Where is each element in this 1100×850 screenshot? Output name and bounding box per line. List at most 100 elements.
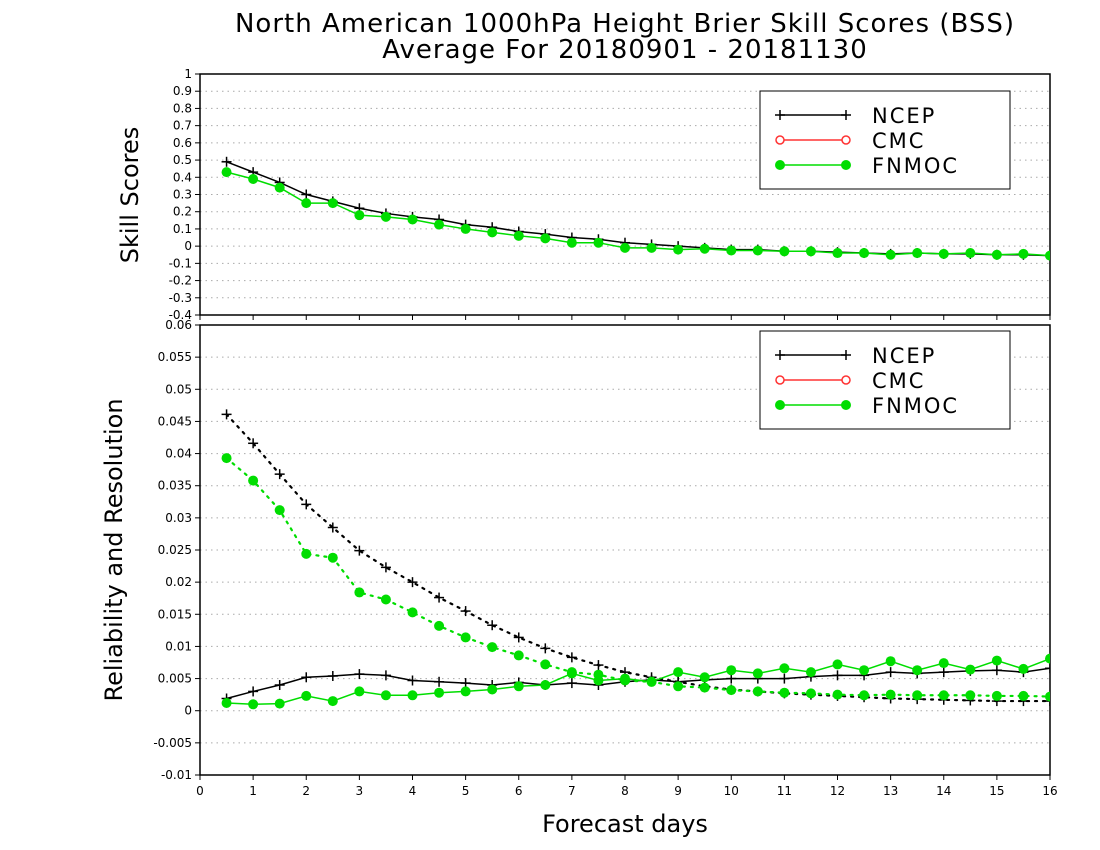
data-point (301, 198, 312, 209)
data-point (620, 675, 630, 686)
legend-label: FNMOC (872, 394, 959, 418)
data-point (434, 219, 445, 230)
data-point (327, 198, 338, 209)
data-point (726, 245, 737, 256)
data-point (699, 243, 710, 254)
data-point (832, 689, 843, 700)
data-point (620, 242, 630, 253)
data-point (885, 667, 896, 678)
data-point (248, 686, 259, 697)
y-tick-label: 0.035 (158, 479, 192, 493)
x-tick-label: 0 (196, 784, 204, 798)
data-point (779, 663, 790, 674)
data-point (380, 690, 391, 701)
data-point (274, 469, 285, 480)
data-point (965, 248, 976, 259)
chart-title-line2: Average For 20180901 - 20181130 (382, 35, 868, 65)
series-line (226, 667, 1050, 700)
data-point (487, 684, 498, 695)
y-tick-label: 1 (184, 67, 192, 81)
y-tick-label: -0.1 (169, 256, 192, 270)
data-point (752, 245, 763, 256)
data-point (1018, 663, 1029, 674)
data-point (673, 244, 684, 255)
legend-marker (775, 400, 785, 410)
data-point (593, 669, 604, 680)
data-point (938, 667, 949, 678)
y-tick-label: 0.8 (173, 101, 192, 115)
data-point (991, 655, 1002, 666)
legend-marker (841, 375, 851, 385)
legend-entry-fnmoc: FNMOC (775, 394, 959, 418)
data-point (779, 673, 790, 684)
data-point (859, 665, 870, 676)
data-point (248, 475, 259, 486)
data-point (805, 246, 816, 257)
legend-marker (841, 350, 851, 360)
y-axis-label: Reliability and Resolution (100, 398, 128, 701)
y-tick-label: 0.005 (158, 672, 192, 686)
series-line (225, 456, 1050, 698)
x-tick-label: 16 (1042, 784, 1057, 798)
data-point (301, 189, 312, 200)
x-tick-label: 10 (724, 784, 739, 798)
series-fnmoc-solid (221, 653, 1050, 710)
data-point (540, 659, 551, 670)
legend-label: CMC (872, 369, 925, 393)
data-point (593, 660, 604, 671)
data-point (407, 214, 418, 225)
data-point (885, 249, 896, 260)
data-point (221, 167, 232, 178)
data-point (779, 687, 790, 698)
data-point (912, 690, 923, 701)
x-tick-label: 13 (883, 784, 898, 798)
data-point (885, 689, 896, 700)
y-tick-label: 0.06 (165, 318, 192, 332)
data-point (301, 690, 312, 701)
data-point (965, 664, 976, 675)
x-tick-label: 6 (515, 784, 523, 798)
data-point (912, 665, 923, 676)
data-point (380, 211, 391, 222)
x-tick-label: 12 (830, 784, 845, 798)
data-point (832, 248, 843, 259)
data-point (673, 681, 684, 692)
data-point (991, 249, 1002, 260)
data-point (699, 672, 710, 683)
data-point (354, 210, 365, 221)
series-fnmoc-solid (221, 167, 1050, 261)
plot-frame (199, 73, 1051, 316)
data-point (460, 606, 471, 617)
y-tick-label: 0.3 (173, 188, 192, 202)
data-point (752, 686, 763, 697)
data-point (248, 699, 259, 710)
y-tick-label: 0.04 (165, 447, 192, 461)
data-point (274, 182, 285, 193)
x-axis-label: Forecast days (542, 810, 708, 838)
y-tick-label: 0.5 (173, 153, 192, 167)
y-tick-label: 0.4 (173, 170, 192, 184)
y-tick-label: 0.02 (165, 575, 192, 589)
data-point (832, 659, 843, 670)
data-point (566, 678, 577, 689)
data-point (673, 667, 684, 678)
y-tick-label: 0.01 (165, 639, 192, 653)
legend-marker (775, 375, 785, 385)
data-point (460, 223, 471, 234)
x-tick-label: 4 (409, 784, 417, 798)
data-point (726, 665, 737, 676)
legend-marker (841, 160, 851, 170)
data-point (354, 587, 365, 598)
data-point (991, 690, 1002, 701)
data-point (513, 681, 524, 692)
legend-entry-cmc: CMC (775, 369, 925, 393)
data-point (460, 686, 471, 697)
series-ncep-solid (221, 663, 1050, 704)
x-tick-label: 7 (568, 784, 576, 798)
legend-label: CMC (872, 129, 925, 153)
legend-entry-cmc: CMC (775, 129, 925, 153)
data-point (301, 548, 312, 559)
data-point (327, 552, 338, 563)
